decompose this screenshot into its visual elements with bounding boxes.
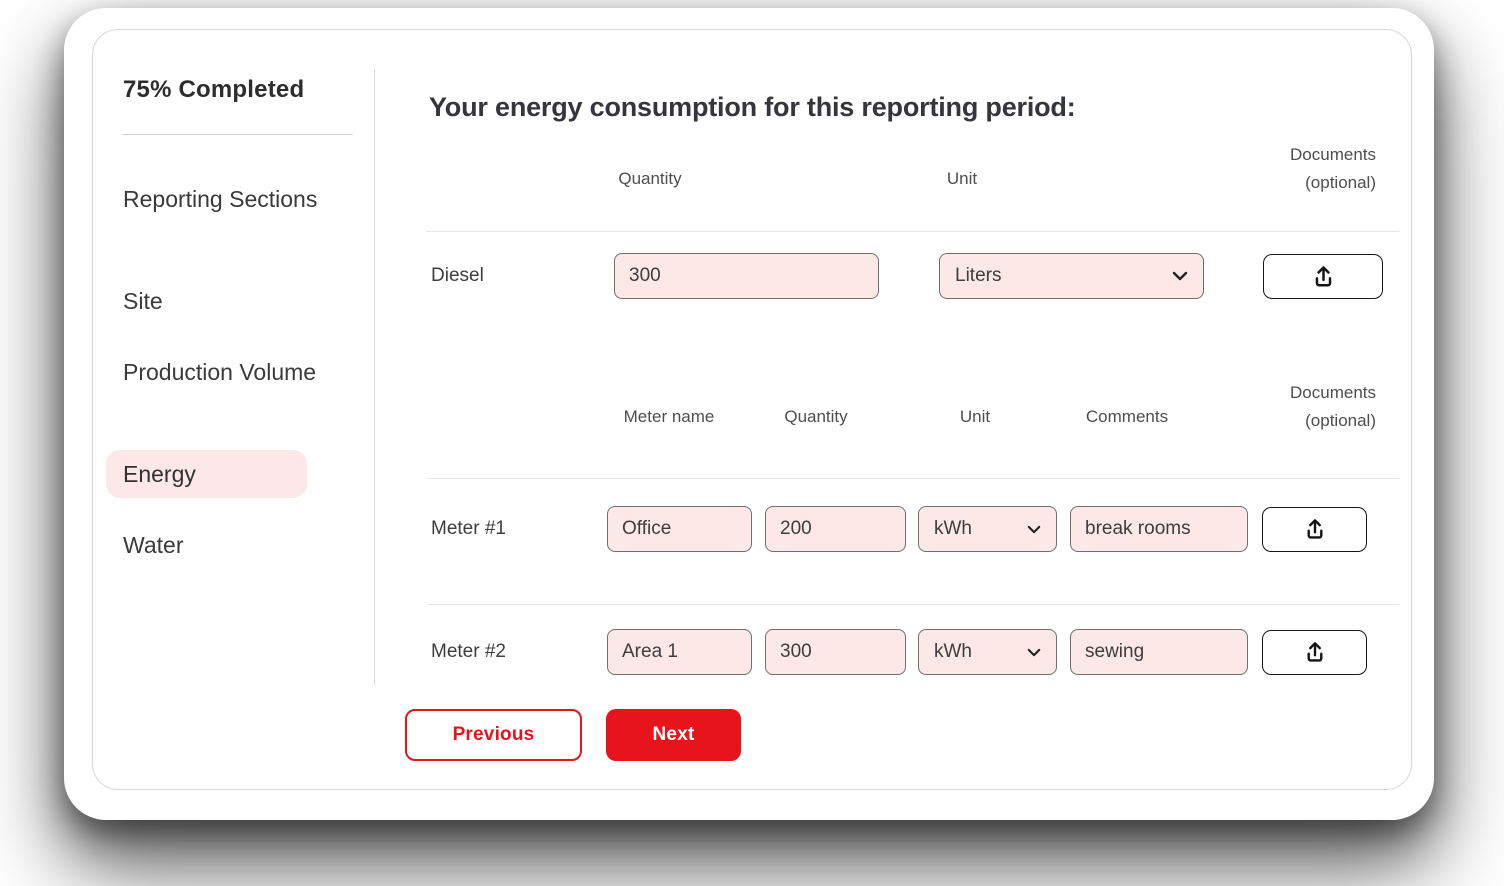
sidebar-item-energy-highlight	[106, 450, 307, 498]
meter1-upload-button[interactable]	[1262, 506, 1367, 552]
upload-icon	[1302, 516, 1328, 542]
meter-documents-header-line1: Documents	[1290, 383, 1376, 402]
diesel-unit-select-value: Liters	[955, 265, 1002, 286]
diesel-quantity-input[interactable]	[614, 253, 879, 299]
meter1-comments-input[interactable]	[1070, 506, 1248, 552]
page-title: Your energy consumption for this reporti…	[429, 92, 1076, 122]
diesel-unit-select[interactable]: Liters	[939, 253, 1204, 299]
fuel-quantity-header: Quantity	[618, 169, 682, 188]
fuel-row-diesel: Diesel Liters	[431, 253, 1383, 299]
progress-label: 75% Completed	[123, 76, 305, 103]
chevron-down-icon	[1027, 518, 1041, 540]
meter-row-2: Meter #2 kWh	[431, 629, 1367, 675]
sidebar-item-site[interactable]: Site	[123, 288, 163, 314]
sidebar-item-production-volume[interactable]: Production Volume	[123, 359, 317, 385]
row-divider	[426, 604, 1399, 605]
report-card: 75% Completed Reporting Sections Site Pr…	[64, 8, 1434, 820]
meter2-name-input[interactable]	[607, 629, 752, 675]
meter1-unit-select-value: kWh	[934, 518, 972, 539]
meter-quantity-header: Quantity	[784, 407, 848, 426]
chevron-down-icon	[1027, 641, 1041, 663]
row-divider	[426, 478, 1399, 479]
meter-row-1: Meter #1 kWh	[431, 506, 1367, 552]
sidebar-item-reporting-sections[interactable]: Reporting Sections	[123, 186, 318, 212]
sidebar-divider	[123, 134, 353, 135]
fuel-unit-header: Unit	[946, 169, 978, 188]
meter2-comments-input[interactable]	[1070, 629, 1248, 675]
report-panel: 75% Completed Reporting Sections Site Pr…	[92, 29, 1412, 790]
sidebar: 75% Completed Reporting Sections Site Pr…	[93, 30, 374, 789]
meter-name-header: Meter name	[623, 407, 715, 426]
meter2-upload-button[interactable]	[1262, 629, 1367, 675]
fuel-documents-header: Documents (optional)	[1290, 141, 1376, 197]
sidebar-content-divider	[374, 69, 375, 685]
meter2-quantity-input[interactable]	[765, 629, 906, 675]
meter-unit-header: Unit	[959, 407, 991, 426]
meter-documents-header: Documents (optional)	[1290, 379, 1376, 435]
meter-row-label: Meter #1	[431, 518, 506, 539]
meter1-unit-select[interactable]: kWh	[918, 506, 1057, 552]
main-content: Your energy consumption for this reporti…	[374, 30, 1413, 789]
meter-row-label: Meter #2	[431, 641, 506, 662]
sidebar-item-energy[interactable]: Energy	[123, 461, 196, 487]
meter1-name-input[interactable]	[607, 506, 752, 552]
meter-comments-header: Comments	[1085, 407, 1169, 426]
meter2-unit-select-value: kWh	[934, 641, 972, 662]
upload-icon	[1302, 639, 1328, 665]
upload-icon	[1310, 263, 1337, 290]
fuel-row-label: Diesel	[431, 265, 484, 286]
sidebar-item-water[interactable]: Water	[123, 532, 184, 558]
meter1-quantity-input[interactable]	[765, 506, 906, 552]
previous-button[interactable]: Previous	[405, 709, 582, 761]
fuel-documents-header-line2: (optional)	[1305, 173, 1376, 192]
meter-documents-header-line2: (optional)	[1305, 411, 1376, 430]
next-button[interactable]: Next	[606, 709, 741, 761]
diesel-upload-button[interactable]	[1263, 253, 1383, 299]
fuel-documents-header-line1: Documents	[1290, 145, 1376, 164]
row-divider	[426, 231, 1399, 232]
chevron-down-icon	[1172, 265, 1188, 287]
meter2-unit-select[interactable]: kWh	[918, 629, 1057, 675]
